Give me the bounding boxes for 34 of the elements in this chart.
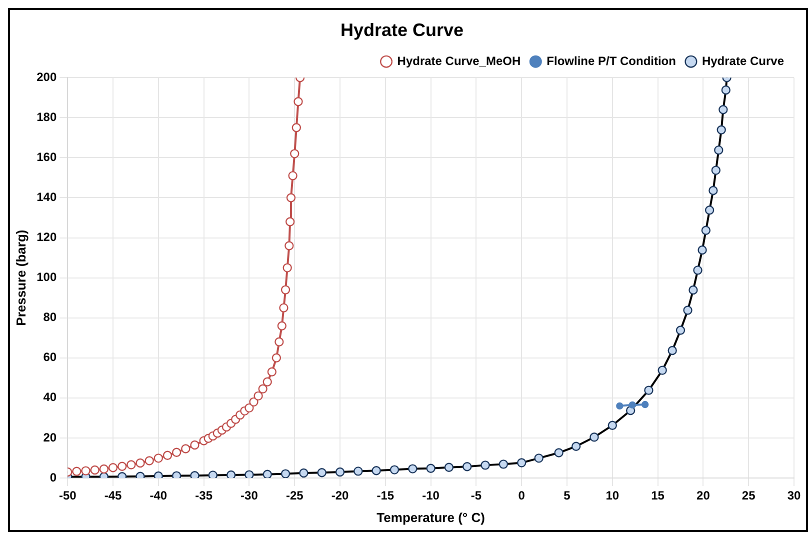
y-tick-label: 100 bbox=[36, 270, 57, 284]
x-tick-label: 10 bbox=[606, 488, 620, 503]
x-tick-label: 5 bbox=[564, 488, 571, 503]
y-axis-title: Pressure (barg) bbox=[13, 230, 28, 326]
y-tick-label: 80 bbox=[43, 310, 57, 324]
x-tick-label: 25 bbox=[742, 488, 756, 503]
y-tick-label: 200 bbox=[36, 70, 57, 84]
x-tick-label: -50 bbox=[58, 488, 77, 503]
x-tick-label: -35 bbox=[195, 488, 213, 503]
x-tick-label: -5 bbox=[470, 488, 482, 503]
y-tick-label: 40 bbox=[43, 390, 57, 404]
x-tick-label: -10 bbox=[422, 488, 440, 503]
y-tick-label: 120 bbox=[36, 230, 57, 244]
y-tick-label: 160 bbox=[36, 150, 57, 164]
x-tick-label: -45 bbox=[104, 488, 122, 503]
y-tick-label: 180 bbox=[36, 110, 57, 124]
legend-label: Hydrate Curve_MeOH bbox=[397, 54, 521, 68]
x-tick-label: 20 bbox=[696, 488, 710, 503]
y-tick-label: 60 bbox=[43, 350, 57, 364]
x-tick-label: -25 bbox=[286, 488, 304, 503]
x-tick-label: -40 bbox=[150, 488, 168, 503]
x-tick-label: -20 bbox=[331, 488, 350, 503]
legend-label: Flowline P/T Condition bbox=[546, 54, 676, 68]
y-tick-label: 20 bbox=[43, 430, 57, 444]
x-tick-label: 0 bbox=[518, 488, 526, 503]
legend-label: Hydrate Curve bbox=[702, 54, 784, 68]
x-tick-label: -30 bbox=[240, 488, 258, 503]
y-tick-label: 0 bbox=[50, 470, 57, 484]
chart-title: Hydrate Curve bbox=[340, 20, 464, 40]
x-axis-title: Temperature (° C) bbox=[376, 510, 485, 525]
x-tick-label: 15 bbox=[651, 488, 665, 503]
x-tick-label: 30 bbox=[787, 488, 801, 503]
y-tick-label: 140 bbox=[36, 190, 57, 204]
x-tick-label: -15 bbox=[376, 488, 394, 503]
